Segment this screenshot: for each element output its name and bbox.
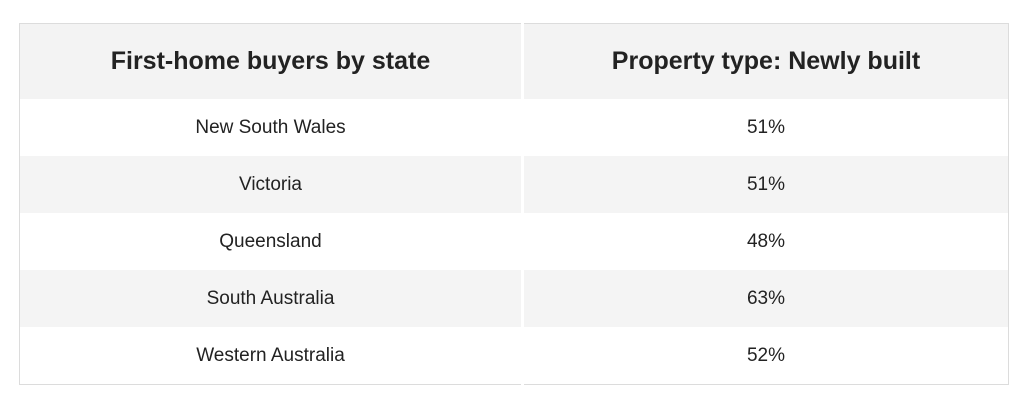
value-cell: 51% [746, 116, 786, 138]
header-cell: First-home buyers by state [19, 23, 524, 99]
header-cell: Property type: Newly built [522, 23, 1009, 99]
header-row: First-home buyers by state Property type:… [19, 23, 1009, 99]
state-cell: Queensland [19, 213, 524, 270]
table-row: Victoria 51% [19, 156, 1009, 213]
state-cell: Victoria [19, 156, 524, 213]
table-head: First-home buyers by state Property type:… [19, 23, 1009, 99]
value-cell: 51% [522, 156, 1009, 213]
table-row: Queensland 48% [19, 213, 1009, 270]
value-cell: 63% [522, 270, 1009, 327]
table-row: South Australia 63% [19, 270, 1009, 327]
value-cell: 52% [746, 344, 786, 366]
table-row: New South Wales 51% [19, 99, 1009, 156]
table-body: New South Wales 51% Victoria 51% Queensland 4… [19, 99, 1009, 385]
data-table: First-home buyers by state Property type:… [19, 23, 1009, 385]
state-cell: New South Wales [19, 99, 524, 156]
value-cell: 48% [746, 230, 786, 252]
state-cell: South Australia [19, 270, 524, 327]
state-cell: Western Australia [19, 327, 524, 385]
table-row: Western Australia 52% [19, 327, 1009, 385]
